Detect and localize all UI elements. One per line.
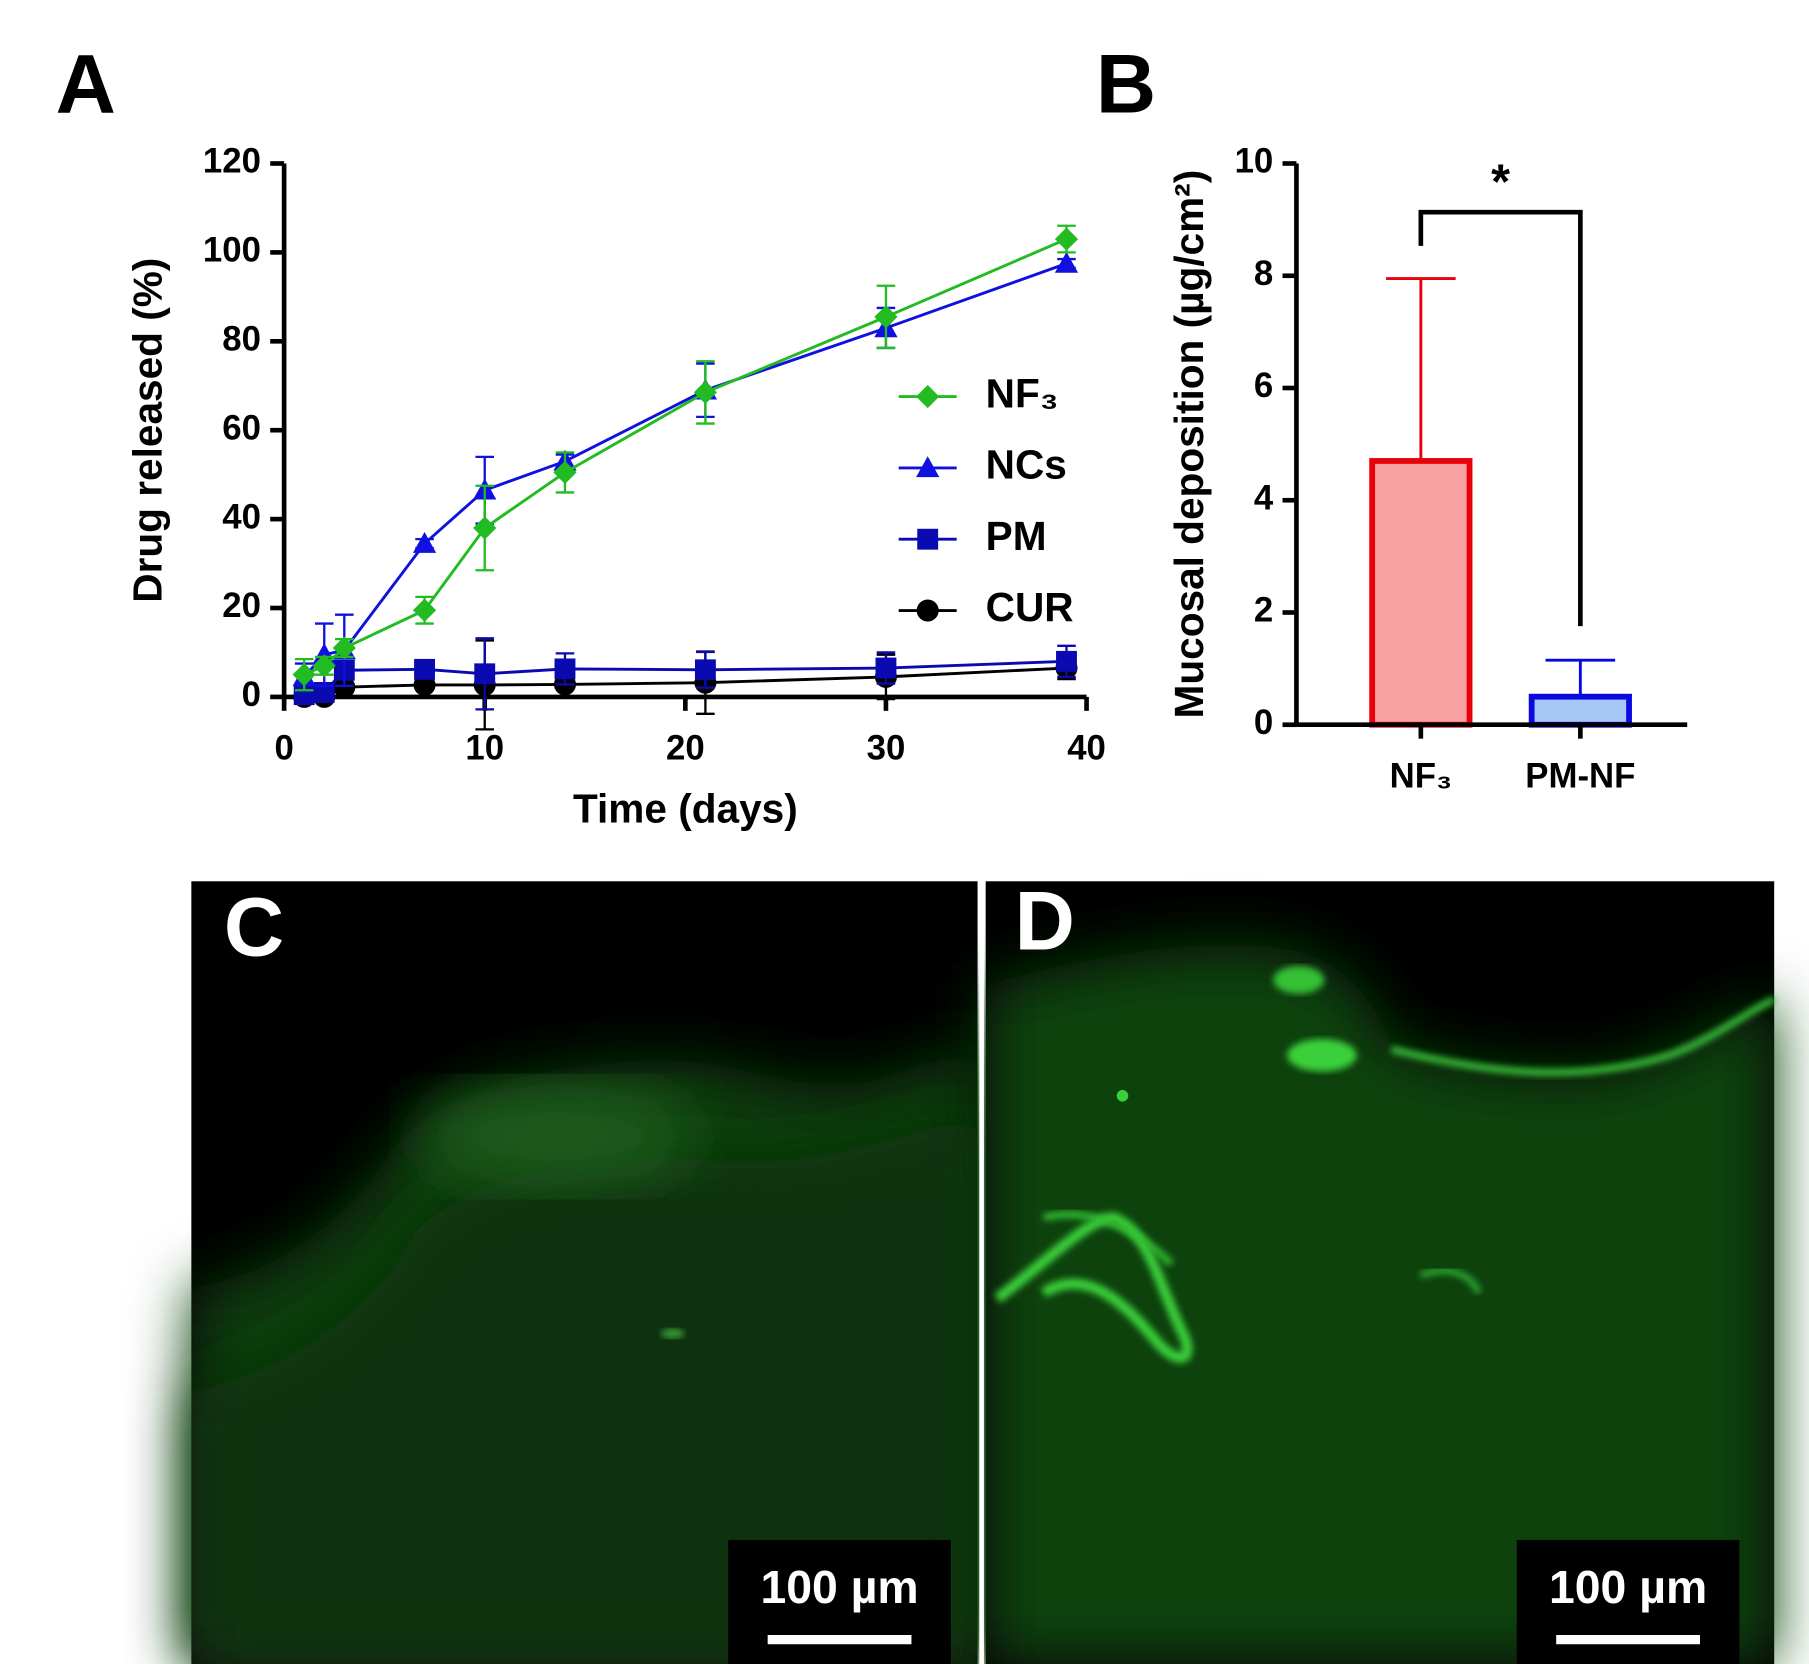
- fluorescence: [1116, 1090, 1129, 1102]
- marker: [874, 305, 898, 329]
- marker: [875, 657, 897, 679]
- marker: [333, 676, 356, 699]
- x-tick-label: 10: [465, 729, 504, 767]
- fluorescence: [1042, 1211, 1174, 1267]
- y-tick-label: 2: [1254, 592, 1273, 630]
- significance-label: *: [1491, 155, 1510, 209]
- bar: [1528, 693, 1632, 728]
- y-tick-label: 0: [1254, 704, 1273, 742]
- tissue: [985, 945, 1775, 1664]
- y-axis-title: Drug released (%): [124, 258, 170, 603]
- marker: [553, 460, 577, 485]
- marker: [694, 659, 716, 681]
- marker: [916, 599, 939, 622]
- error-bar: [1545, 658, 1616, 697]
- marker: [412, 531, 437, 553]
- fluorescence: [417, 1084, 696, 1189]
- y-tick-label: 100: [203, 232, 261, 270]
- y-tick-label: 6: [1254, 367, 1273, 405]
- fluorescence: [994, 1212, 1193, 1363]
- legend-label: NCs: [986, 442, 1067, 488]
- x-axis-title: Time (days): [573, 785, 798, 831]
- x-tick-label: 30: [867, 729, 906, 767]
- fluorescence: [1287, 1038, 1357, 1072]
- x-tick-label: PM-NF: [1525, 757, 1635, 795]
- x-tick-label: NF₃: [1390, 757, 1452, 795]
- legend-label: PM: [986, 513, 1047, 559]
- y-tick-label: 4: [1254, 479, 1274, 517]
- scale-label: 100 µm: [1549, 1561, 1707, 1613]
- y-tick-label: 80: [222, 320, 261, 358]
- marker: [412, 598, 437, 622]
- panel-label: A: [56, 36, 116, 130]
- tissue: [191, 1113, 978, 1664]
- y-tick-label: 10: [1235, 143, 1274, 181]
- scale-label: 100 µm: [760, 1561, 918, 1613]
- marker: [414, 658, 435, 680]
- marker: [473, 516, 497, 540]
- marker: [1056, 650, 1077, 672]
- micrograph-c: [191, 881, 978, 1664]
- marker: [1054, 251, 1079, 273]
- x-tick-label: 20: [666, 729, 705, 767]
- y-tick-label: 60: [222, 409, 261, 447]
- legend-label: NF₃: [986, 370, 1059, 416]
- marker: [693, 380, 717, 405]
- y-tick-label: 8: [1254, 255, 1273, 293]
- error-bar: [1386, 277, 1456, 461]
- fluorescence: [660, 1328, 685, 1339]
- micrograph-d: [985, 881, 1776, 1664]
- fluorescence: [1419, 1268, 1482, 1295]
- legend-label: CUR: [986, 584, 1074, 630]
- marker: [1054, 227, 1079, 251]
- marker: [916, 384, 940, 409]
- marker: [312, 654, 336, 678]
- y-tick-label: 120: [203, 143, 261, 181]
- panel-label: B: [1096, 36, 1156, 130]
- y-tick-label: 20: [222, 587, 261, 625]
- x-tick-label: 0: [274, 729, 293, 767]
- marker: [292, 663, 316, 687]
- marker: [332, 636, 356, 660]
- x-tick-label: 40: [1067, 729, 1106, 767]
- marker: [474, 663, 496, 685]
- y-axis-title: Mucosal deposition (µg/cm²): [1166, 170, 1212, 719]
- fluorescence: [1390, 996, 1776, 1076]
- significance-bracket: [1418, 209, 1583, 627]
- bar: [1369, 458, 1473, 728]
- marker: [916, 456, 940, 478]
- marker: [554, 658, 576, 680]
- marker: [917, 528, 939, 550]
- y-tick-label: 0: [242, 676, 261, 714]
- panel-label: D: [1015, 874, 1075, 968]
- marker: [313, 682, 335, 703]
- fluorescence: [1273, 965, 1325, 994]
- y-tick-label: 40: [222, 498, 261, 536]
- panel-label: C: [224, 880, 284, 974]
